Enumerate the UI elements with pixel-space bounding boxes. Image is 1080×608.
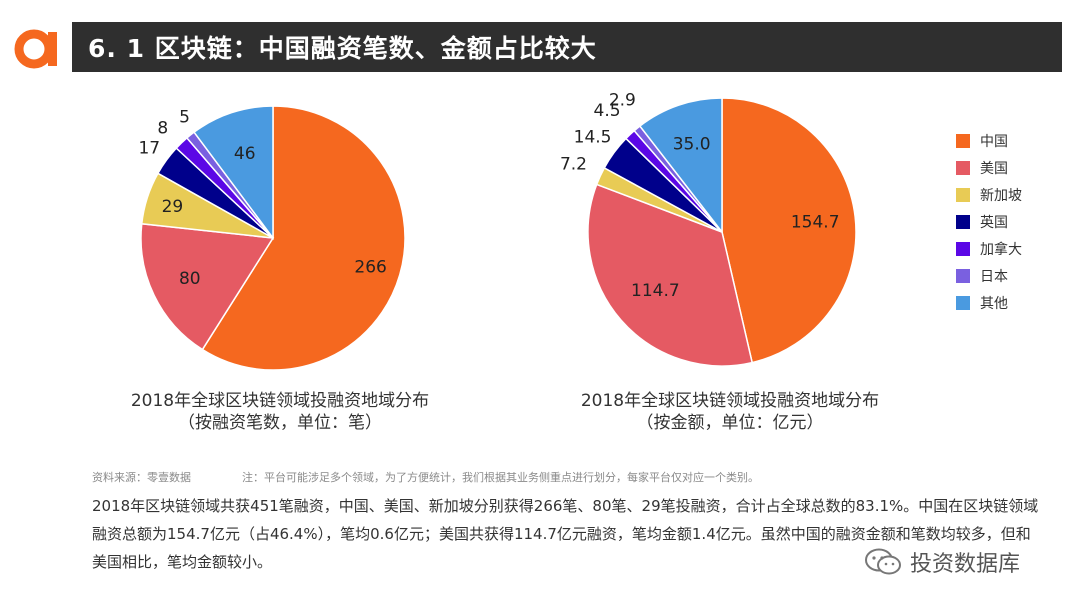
legend-item: 中国 xyxy=(956,127,1022,154)
data-label: 114.7 xyxy=(631,281,680,301)
legend-label: 日本 xyxy=(980,268,1008,285)
page-title: 6. 1 区块链：中国融资笔数、金额占比较大 xyxy=(88,34,597,63)
data-label: 8 xyxy=(157,119,168,139)
data-label: 35.0 xyxy=(673,134,711,154)
legend-label: 加拿大 xyxy=(980,241,1022,258)
legend-swatch xyxy=(956,268,970,283)
chart-left-subtitle: （按融资笔数，单位：笔） xyxy=(178,413,382,433)
wechat-icon xyxy=(865,548,901,575)
legend-item: 其他 xyxy=(956,289,1022,316)
chart-right-title: 2018年全球区块链领域投融资地域分布 xyxy=(580,391,880,411)
data-label: 7.2 xyxy=(560,155,587,175)
summary-paragraph: 2018年区块链领域共获451笔融资，中国、美国、新加坡分别获得266笔、80笔… xyxy=(92,497,1039,571)
footnote: 注：平台可能涉足多个领域，为了方便统计，我们根据其业务侧重点进行划分，每家平台仅… xyxy=(242,471,759,484)
legend-item: 新加坡 xyxy=(956,181,1022,208)
source-note: 资料来源：零壹数据 xyxy=(92,471,191,484)
legend-label: 其他 xyxy=(980,295,1008,312)
data-label: 80 xyxy=(179,269,201,289)
chart-right-caption: 2018年全球区块链领域投融资地域分布 （按金额，单位：亿元） xyxy=(530,390,930,434)
legend-swatch xyxy=(956,160,970,175)
data-label: 266 xyxy=(354,257,386,277)
chart-legend: 中国 美国 新加坡 英国 加拿大 日本 其他 xyxy=(956,127,1022,316)
pie-slice-其他 xyxy=(638,97,723,235)
data-label: 2.9 xyxy=(609,91,636,111)
chart-right-subtitle: （按金额，单位：亿元） xyxy=(636,413,824,433)
chart-left-caption: 2018年全球区块链领域投融资地域分布 （按融资笔数，单位：笔） xyxy=(80,390,480,434)
chart-left-title: 2018年全球区块链领域投融资地域分布 xyxy=(130,391,430,411)
legend-swatch xyxy=(956,295,970,310)
legend-label: 新加坡 xyxy=(980,187,1022,204)
title-bar: 6. 1 区块链：中国融资笔数、金额占比较大 xyxy=(72,22,1062,72)
data-label: 14.5 xyxy=(574,128,612,148)
legend-item: 美国 xyxy=(956,154,1022,181)
pie-slice-美国 xyxy=(140,222,275,351)
brand-logo-icon xyxy=(14,29,57,69)
data-label: 29 xyxy=(162,197,184,217)
pie-slice-美国 xyxy=(587,183,754,367)
legend-item: 加拿大 xyxy=(956,235,1022,262)
legend-swatch xyxy=(956,187,970,202)
data-label: 5 xyxy=(179,108,190,128)
legend-swatch xyxy=(956,133,970,148)
watermark-text: 投资数据库 xyxy=(910,552,1021,577)
legend-item: 英国 xyxy=(956,208,1022,235)
data-label: 17 xyxy=(138,139,160,159)
watermark: 投资数据库 xyxy=(864,546,1020,578)
pie-slice-其他 xyxy=(193,105,274,241)
data-label: 46 xyxy=(234,144,256,164)
data-label: 4.5 xyxy=(594,101,621,121)
legend-swatch xyxy=(956,241,970,256)
pie-slice-中国 xyxy=(721,97,857,364)
legend-item: 日本 xyxy=(956,262,1022,289)
legend-swatch xyxy=(956,214,970,229)
data-label: 154.7 xyxy=(791,212,840,232)
pie-slice-中国 xyxy=(201,105,406,371)
legend-label: 英国 xyxy=(980,214,1008,231)
legend-label: 中国 xyxy=(980,133,1008,150)
legend-label: 美国 xyxy=(980,160,1008,177)
